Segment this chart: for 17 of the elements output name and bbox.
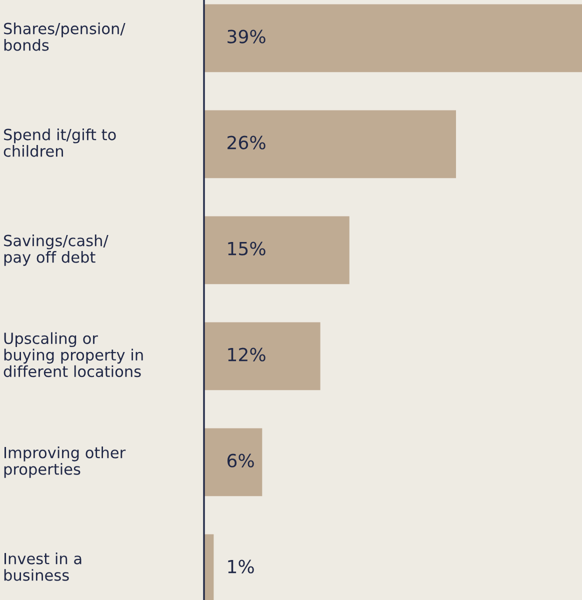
y-tick-label: Savings/cash/ pay off debt: [4, 234, 108, 266]
data-label: 1%: [228, 560, 254, 574]
bar: [204, 428, 262, 496]
y-tick-label: Invest in a business: [4, 552, 82, 581]
data-label: 39%: [228, 30, 266, 44]
bar: [204, 4, 582, 72]
data-label: 26%: [228, 136, 266, 150]
y-tick-label: Upscaling or buying property in different locations: [4, 332, 143, 378]
bar: [204, 322, 320, 390]
bar: [204, 110, 456, 178]
y-tick-label: Improving other properties: [4, 446, 126, 478]
y-tick-label: Shares/pension/ bonds: [4, 22, 126, 51]
data-label: 6%: [227, 454, 254, 468]
data-label: 15%: [228, 242, 266, 256]
bar: [204, 216, 350, 284]
y-tick-label: Spend it/gift to children: [4, 128, 116, 157]
data-label: 12%: [228, 348, 266, 362]
